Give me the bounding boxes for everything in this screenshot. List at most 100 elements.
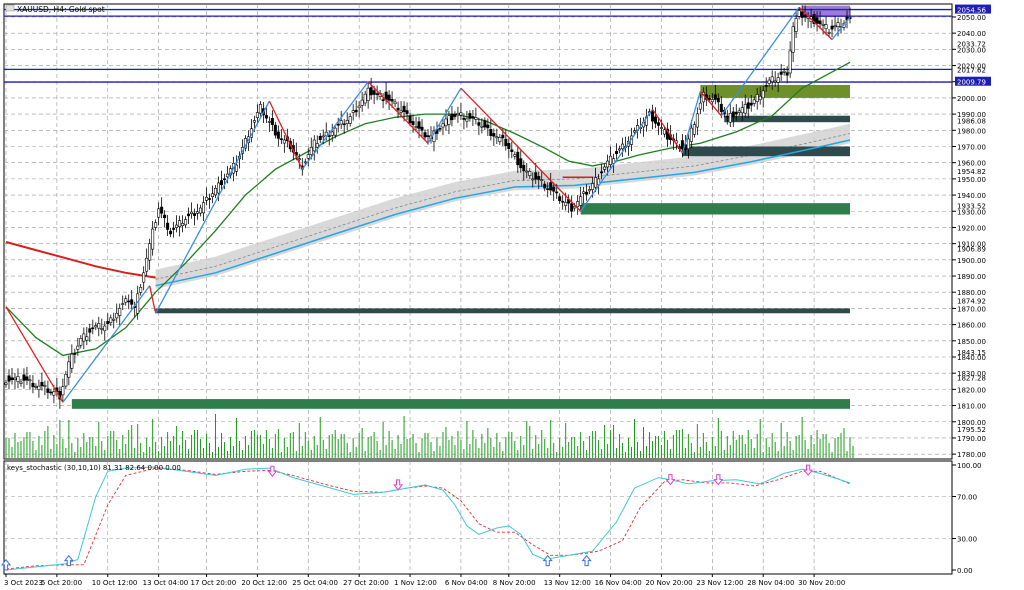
candle-body bbox=[480, 125, 484, 128]
candle-body bbox=[450, 113, 454, 121]
y-tick-label: 1940.00 bbox=[957, 192, 986, 200]
candle-body bbox=[178, 220, 182, 227]
chart-title: XAUUSD, H4: Gold spot bbox=[17, 5, 105, 14]
candle-body bbox=[740, 107, 744, 114]
zone-dark bbox=[682, 146, 850, 157]
x-tick-label: 5 Oct 20:00 bbox=[41, 579, 82, 587]
candle-body bbox=[615, 151, 619, 155]
candle-body bbox=[61, 386, 65, 396]
price-label: 1827.28 bbox=[957, 375, 986, 383]
candle-body bbox=[662, 129, 666, 135]
y-tick-label: 1950.00 bbox=[957, 176, 986, 184]
zone-green bbox=[580, 203, 850, 215]
candle-body bbox=[172, 228, 176, 230]
candle-body bbox=[650, 110, 654, 122]
arrow-down-icon bbox=[803, 464, 814, 476]
candle-body bbox=[264, 115, 268, 119]
zone-purple bbox=[802, 5, 850, 17]
x-tick-label: 16 Nov 04:00 bbox=[595, 579, 642, 587]
candle-body bbox=[516, 151, 520, 166]
candle-body bbox=[603, 166, 607, 170]
candle-body bbox=[576, 201, 580, 208]
candle-body bbox=[800, 11, 804, 18]
zone-green bbox=[71, 399, 850, 409]
candle-body bbox=[372, 90, 376, 95]
candle-body bbox=[540, 179, 544, 181]
candle-body bbox=[181, 223, 185, 227]
candle-body bbox=[680, 140, 684, 150]
candle-body bbox=[127, 300, 131, 303]
candle-body bbox=[273, 124, 277, 136]
zigzag-segment bbox=[301, 81, 369, 170]
candle-body bbox=[390, 99, 394, 102]
candle-body bbox=[486, 124, 490, 129]
candle-body bbox=[193, 213, 197, 216]
candle-body bbox=[653, 116, 657, 124]
arrow-down-icon bbox=[665, 474, 676, 486]
candle-body bbox=[4, 382, 8, 385]
candle-body bbox=[82, 333, 86, 342]
candle-body bbox=[46, 388, 50, 393]
candle-body bbox=[519, 158, 523, 169]
zigzag-segment bbox=[155, 100, 270, 314]
candle-body bbox=[348, 116, 352, 124]
candle-body bbox=[303, 161, 307, 164]
candle-body bbox=[76, 345, 80, 350]
candle-body bbox=[279, 138, 283, 141]
candle-body bbox=[333, 127, 337, 136]
y-tick-label: 1980.00 bbox=[957, 127, 986, 135]
candle-body bbox=[695, 113, 699, 128]
candle-body bbox=[498, 137, 502, 142]
price-label: 2033.72 bbox=[957, 40, 986, 48]
x-tick-label: 8 Nov 20:00 bbox=[493, 579, 536, 587]
arrow-down-icon bbox=[267, 465, 278, 478]
candle-body bbox=[187, 213, 191, 217]
candle-body bbox=[211, 193, 215, 197]
y-tick-label: 1810.00 bbox=[957, 403, 986, 411]
candle-body bbox=[836, 22, 840, 27]
candle-body bbox=[184, 219, 188, 226]
candle-body bbox=[510, 149, 514, 152]
candle-body bbox=[594, 177, 598, 188]
candle-body bbox=[773, 80, 777, 83]
y-tick-label: 1790.00 bbox=[957, 435, 986, 443]
zone-dark bbox=[155, 308, 850, 314]
candle-body bbox=[297, 158, 301, 160]
candle-body bbox=[633, 130, 637, 133]
candle-body bbox=[214, 188, 218, 196]
candle-body bbox=[456, 112, 460, 116]
candle-body bbox=[360, 99, 364, 106]
candle-body bbox=[369, 87, 373, 96]
zigzag-segment bbox=[427, 87, 462, 144]
candle-body bbox=[827, 32, 831, 34]
candle-body bbox=[363, 93, 367, 104]
candle-body bbox=[426, 135, 430, 137]
candle-body bbox=[216, 182, 220, 194]
candle-body bbox=[327, 135, 331, 137]
stoch-main-line bbox=[5, 466, 851, 571]
candle-body bbox=[830, 25, 834, 30]
candle-body bbox=[142, 272, 146, 283]
candle-body bbox=[130, 299, 134, 305]
candle-body bbox=[537, 176, 541, 180]
candle-body bbox=[582, 191, 586, 194]
candle-body bbox=[13, 377, 17, 380]
candle-body bbox=[686, 138, 690, 150]
candle-body bbox=[234, 164, 238, 172]
candle-body bbox=[139, 287, 143, 293]
zigzag-segment bbox=[699, 91, 722, 117]
candle-body bbox=[196, 211, 200, 214]
candle-body bbox=[166, 222, 170, 230]
candle-body bbox=[202, 202, 206, 214]
candle-body bbox=[79, 338, 83, 346]
candle-body bbox=[492, 133, 496, 137]
price-label: 1795.52 bbox=[957, 426, 986, 434]
candle-body bbox=[791, 26, 795, 53]
candle-body bbox=[710, 99, 714, 103]
candle-body bbox=[34, 386, 38, 388]
candle-body bbox=[737, 110, 741, 113]
arrow-up-icon bbox=[542, 554, 553, 567]
candle-body bbox=[64, 373, 68, 387]
price-label: 1843.15 bbox=[957, 349, 986, 357]
candle-body bbox=[112, 318, 116, 321]
